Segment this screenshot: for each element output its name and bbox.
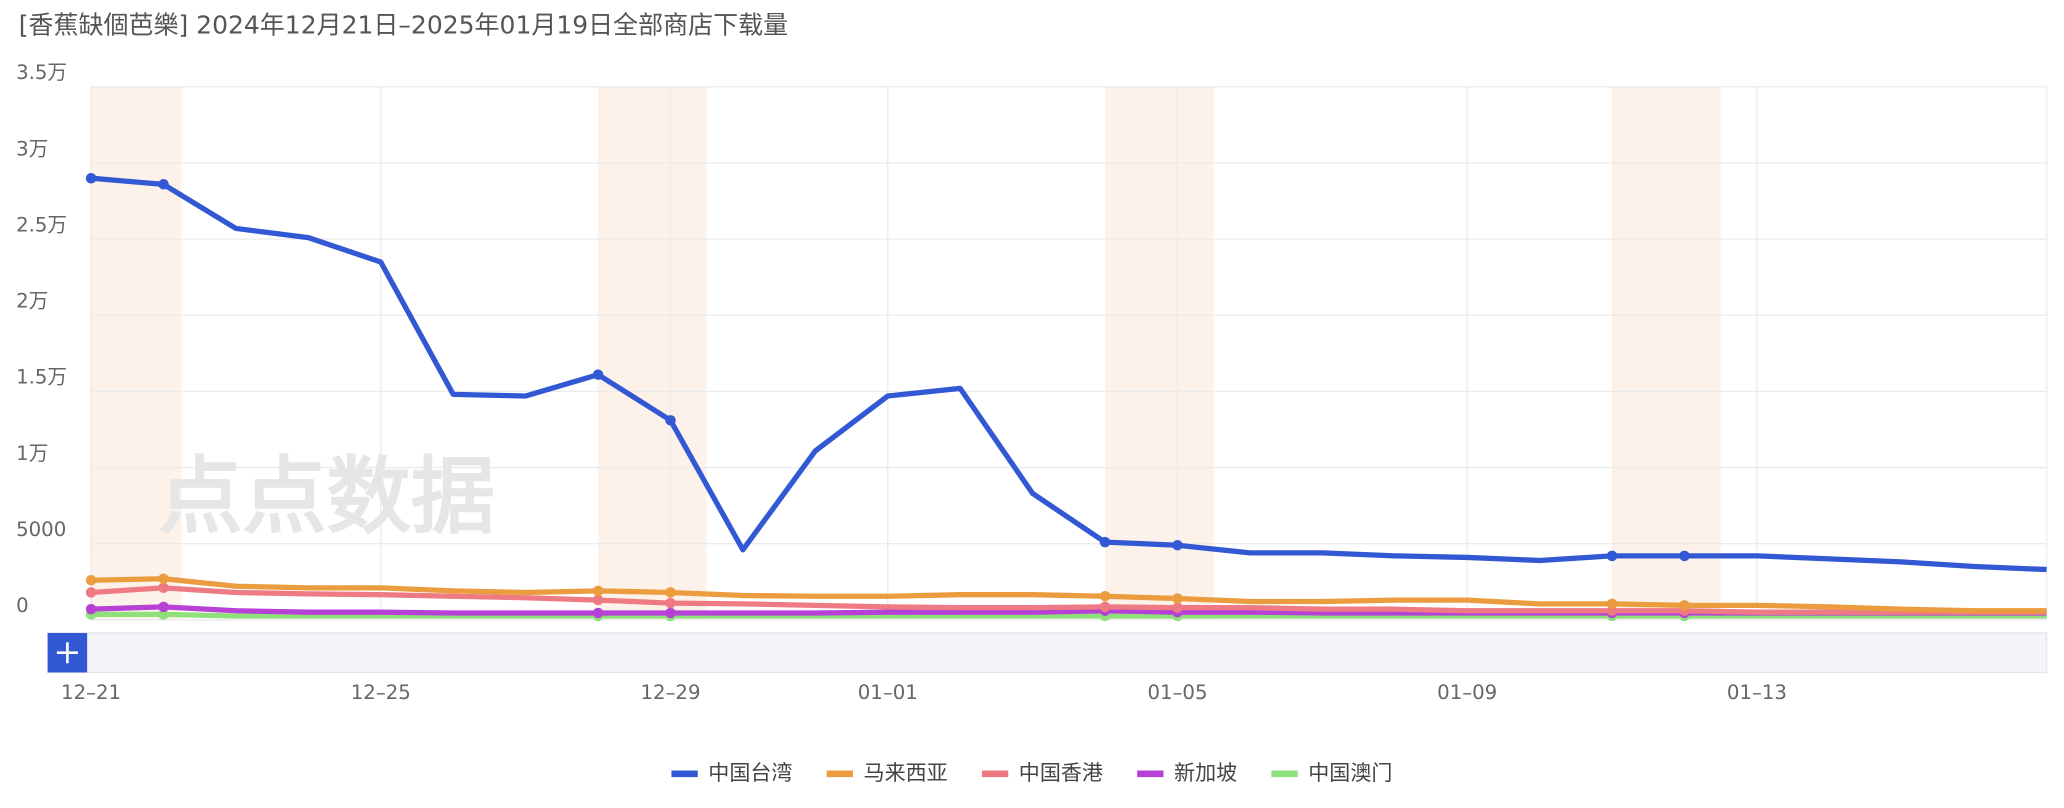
watermark: 点点数据 [158, 448, 495, 546]
series-line [91, 576, 2047, 614]
data-point [158, 573, 169, 584]
series-line [90, 175, 2047, 573]
zoom-slider[interactable] [47, 632, 2048, 674]
data-point [1679, 550, 1690, 562]
data-point [1606, 550, 1618, 562]
x-tick-label: 12–25 [351, 681, 411, 704]
legend-label: 新加坡 [1174, 760, 1237, 785]
data-point [85, 603, 97, 615]
data-point [85, 574, 97, 586]
data-point [665, 597, 676, 609]
chart-title: [香蕉缺個芭樂] 2024年12月21日–2025年01月19日全部商店下载量 [19, 10, 788, 39]
y-tick-label: 5000 [16, 518, 66, 541]
data-point [1679, 600, 1690, 611]
legend-label: 中国香港 [1019, 760, 1103, 785]
weekend-band [91, 86, 182, 620]
y-tick-label: 3万 [16, 137, 48, 160]
series-line [91, 611, 2047, 619]
data-point [158, 601, 169, 613]
x-tick-label: 01–13 [1727, 681, 1787, 704]
x-tick-label: 01–09 [1437, 681, 1497, 704]
y-tick-label: 3.5万 [16, 61, 67, 84]
data-point [1172, 539, 1183, 551]
weekend-band [1612, 86, 1721, 620]
y-tick-label: 2.5万 [16, 213, 67, 236]
series-line [90, 585, 2047, 615]
data-point [592, 585, 604, 597]
x-tick-label: 01–01 [858, 681, 918, 704]
legend-label: 中国台湾 [708, 760, 792, 785]
data-point [158, 609, 169, 620]
legend-label: 中国澳门 [1308, 760, 1392, 785]
weekend-band [598, 86, 707, 620]
weekend-band [1105, 86, 1214, 620]
plus-icon [56, 642, 78, 664]
x-tick-label: 12–21 [61, 681, 121, 704]
data-point [1172, 602, 1183, 613]
x-tick-label: 01–05 [1147, 681, 1207, 704]
data-point [1099, 601, 1111, 613]
data-point [665, 415, 676, 426]
y-tick-label: 2万 [16, 290, 48, 313]
data-point [158, 179, 169, 190]
data-point [592, 607, 604, 619]
data-point [665, 607, 676, 619]
data-point [1099, 590, 1111, 602]
legend-label: 马来西亚 [864, 760, 948, 785]
data-point [1099, 536, 1111, 548]
data-point [85, 172, 97, 184]
y-tick-label: 1万 [16, 442, 48, 465]
plot-background [90, 86, 2048, 621]
data-point [665, 587, 676, 598]
data-point [1172, 593, 1183, 604]
data-point [592, 594, 604, 606]
y-tick-label: 0 [16, 594, 29, 617]
y-tick-label: 1.5万 [16, 366, 67, 389]
x-tick-label: 12–29 [640, 681, 700, 704]
data-point [592, 369, 604, 380]
data-point [85, 587, 97, 598]
data-point [158, 582, 169, 594]
data-point [1606, 598, 1618, 610]
